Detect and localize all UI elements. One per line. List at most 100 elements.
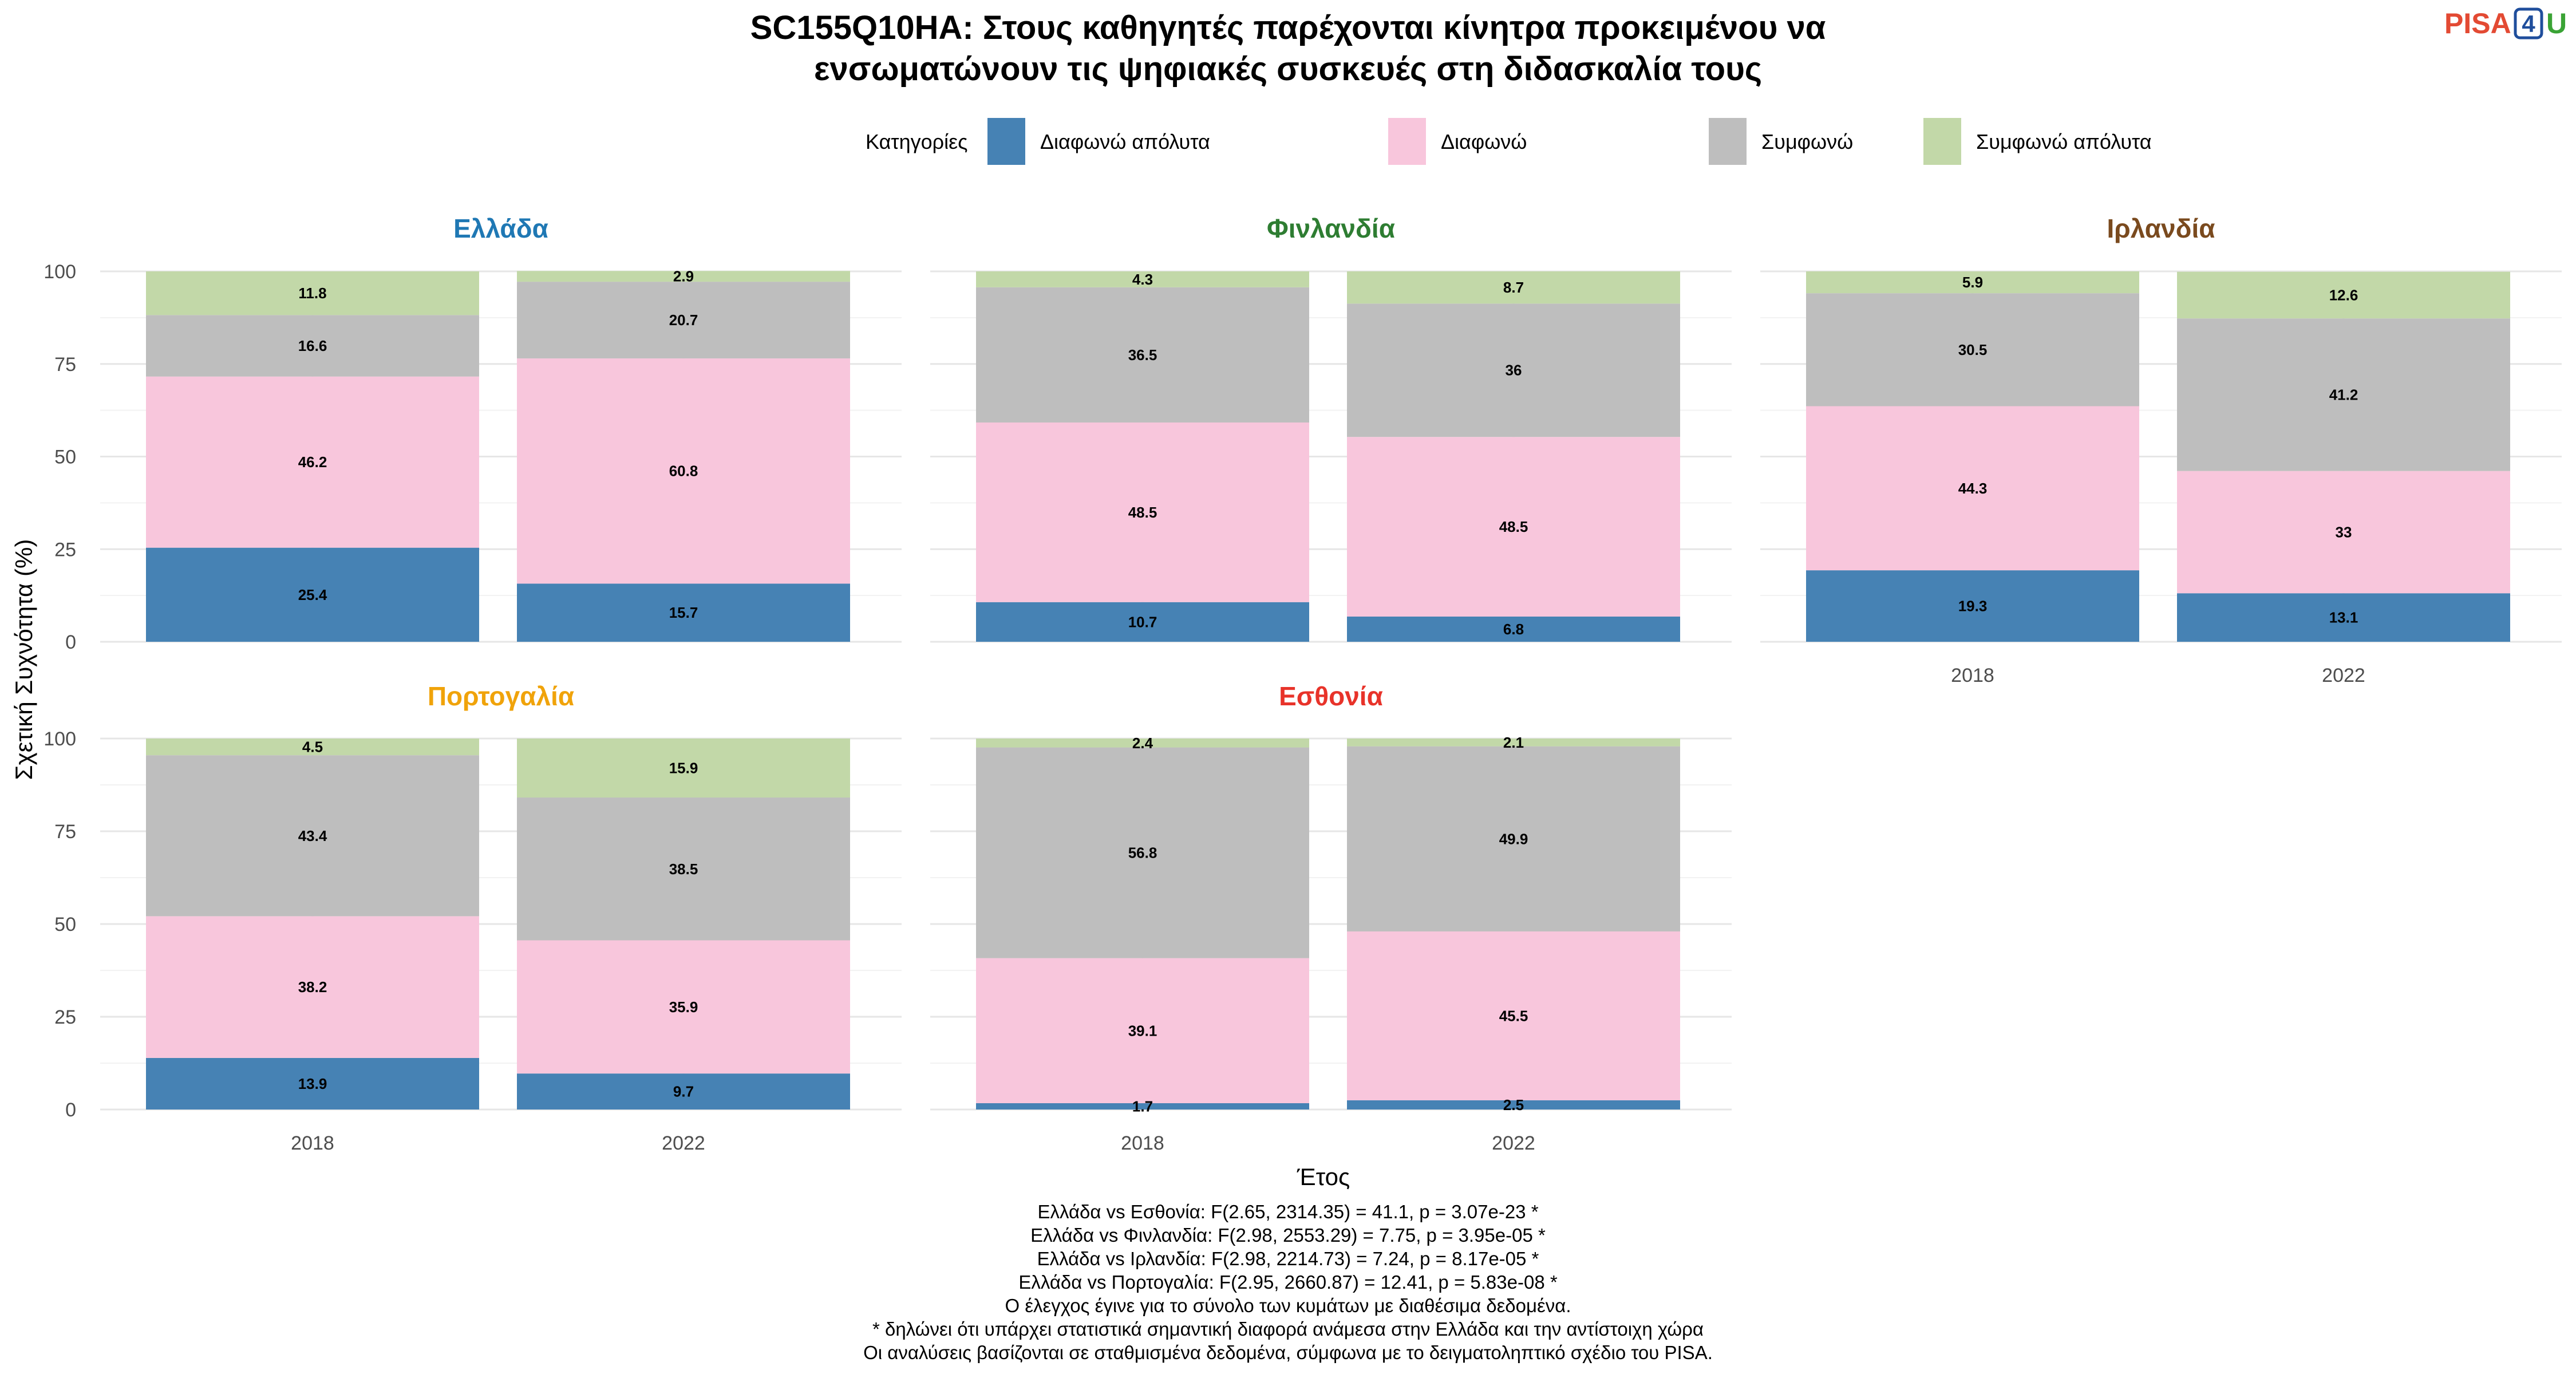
data-label: 13.1 [2329,609,2358,626]
legend-swatch-2 [1388,118,1426,165]
x-tick-label: 2018 [1951,665,1994,686]
data-label: 43.4 [298,827,327,844]
legend-label-3: Συμφωνώ [1761,130,1853,153]
data-label: 25.4 [298,586,327,603]
legend-swatch-1 [987,118,1025,165]
facet-panel-5: Εσθονία 1.7 39.1 56.8 2.4 2018 2.5 45.5 49.9 2.1 2… [930,681,1732,1154]
facet-panel-3: Ιρλανδία 19.3 44.3 30.5 5.9 2018 13.1 33 41.2 12.… [1760,214,2562,686]
bar-segment-2018-1 [976,1103,1309,1110]
data-label: 6.8 [1503,621,1524,638]
caption-line-7: Οι αναλύσεις βασίζονται σε σταθμισμένα δ… [863,1342,1713,1363]
logo-u-text: U [2546,7,2567,40]
facet-title: Ιρλανδία [2107,214,2215,243]
legend-label-2: Διαφωνώ [1441,130,1527,153]
legend-swatch-3 [1709,118,1747,165]
bar-segment-2022-3 [1347,746,1680,931]
data-label: 33 [2336,523,2352,540]
x-tick-label: 2022 [662,1132,705,1154]
data-label: 36.5 [1128,346,1157,364]
bar-segment-2022-3 [1347,303,1680,437]
chart-title-line-1: SC155Q10HA: Στους καθηγητές παρέχονται κ… [750,9,1826,46]
bar-segment-2018-3 [1806,293,2139,406]
bar-segment-2022-4 [1347,739,1680,747]
bar-segment-2018-4 [146,271,479,315]
data-label: 36 [1506,362,1522,379]
chart-title: SC155Q10HA: Στους καθηγητές παρέχονται κ… [750,9,1826,88]
data-label: 13.9 [298,1075,327,1092]
caption-line-6: * δηλώνει ότι υπάρχει στατιστικά σημαντι… [872,1318,1704,1340]
bar-segment-2018-2 [146,916,479,1058]
caption-line-5: Ο έλεγχος έγινε για το σύνολο των κυμάτω… [1005,1295,1571,1316]
caption-line-3: Ελλάδα vs Ιρλανδία: F(2.98, 2214.73) = 7… [1037,1248,1539,1269]
bar-segment-2018-1 [146,547,479,642]
data-label: 10.7 [1128,613,1157,630]
y-tick-label: 25 [54,539,76,560]
data-label: 38.5 [669,860,698,878]
data-label: 1.7 [1132,1097,1153,1115]
facet-title: Φινλανδία [1267,214,1395,243]
bar-segment-2022-2 [517,358,850,584]
bar-segment-2022-1 [2177,593,2510,642]
bar-segment-2018-4 [976,271,1309,287]
x-tick-label: 2022 [2322,665,2365,686]
x-tick-label: 2018 [291,1132,334,1154]
data-label: 5.9 [1962,274,1983,291]
y-tick-label: 100 [44,261,76,283]
data-label: 60.8 [669,463,698,480]
y-tick-label: 75 [54,821,76,843]
data-label: 9.7 [673,1083,694,1100]
facet-panels: Ελλάδα 0 25 50 75 100 25.4 46.2 16.6 11.8 15.7 60.8… [44,214,2562,1154]
chart-title-line-2: ενσωματώνουν τις ψηφιακές συσκευές στη δ… [814,50,1762,88]
y-tick-label: 100 [44,728,76,750]
bar-segment-2018-4 [976,739,1309,748]
bar-segment-2022-2 [1347,437,1680,617]
data-label: 4.5 [302,739,323,756]
facet-title: Εσθονία [1279,681,1383,711]
data-label: 11.8 [298,285,326,302]
bar-segment-2018-2 [146,376,479,548]
data-label: 48.5 [1128,504,1157,521]
facet-panel-2: Φινλανδία 10.7 48.5 36.5 4.3 6.8 48.5 36 8.7 [930,214,1732,643]
facet-panel-4: Πορτογαλία 0 25 50 75 100 13.9 38.2 43.4 4.5 2018 9… [44,681,902,1154]
pisa4u-logo: PISA 4 U [2444,7,2567,40]
y-tick-label: 0 [65,1099,76,1121]
y-tick-label: 75 [54,354,76,376]
data-label: 19.3 [1958,598,1988,615]
caption: Ελλάδα vs Εσθονία: F(2.65, 2314.35) = 41… [863,1201,1713,1363]
bar-segment-2018-4 [1806,271,2139,294]
data-label: 44.3 [1958,480,1988,497]
bar-segment-2018-3 [976,287,1309,423]
caption-line-1: Ελλάδα vs Εσθονία: F(2.65, 2314.35) = 41… [1037,1201,1538,1222]
legend-title: Κατηγορίες [866,130,968,153]
data-label: 8.7 [1503,279,1524,296]
caption-line-2: Ελλάδα vs Φινλανδία: F(2.98, 2553.29) = … [1030,1225,1546,1246]
bar-segment-2018-3 [146,315,479,377]
data-label: 45.5 [1499,1007,1528,1024]
data-label: 56.8 [1128,844,1157,862]
bar-segment-2018-1 [146,1057,479,1110]
data-label: 2.4 [1132,735,1153,752]
data-label: 35.9 [669,998,698,1016]
data-label: 39.1 [1128,1022,1157,1039]
bar-segment-2018-3 [976,747,1309,958]
caption-line-4: Ελλάδα vs Πορτογαλία: F(2.95, 2660.87) =… [1018,1272,1558,1293]
legend-label-4: Συμφωνώ απόλυτα [1976,130,2152,153]
data-label: 4.3 [1132,271,1153,288]
data-label: 2.9 [673,268,694,285]
legend-swatch-4 [1923,118,1961,165]
logo-four-box [2514,7,2543,40]
bar-segment-2022-2 [2177,471,2510,594]
bar-segment-2018-2 [1806,406,2139,571]
data-label: 15.7 [669,604,698,621]
bar-segment-2018-2 [976,422,1309,602]
bar-segment-2022-3 [517,282,850,359]
data-label: 15.9 [669,760,698,777]
bar-segment-2018-1 [1806,570,2139,642]
data-label: 20.7 [669,311,698,329]
data-label: 48.5 [1499,518,1528,535]
bar-segment-2022-1 [1347,617,1680,642]
y-axis-title: Σχετική Συχνότητα (%) [10,539,37,780]
legend-label-1: Διαφωνώ απόλυτα [1040,130,1210,153]
y-tick-label: 0 [65,631,76,653]
